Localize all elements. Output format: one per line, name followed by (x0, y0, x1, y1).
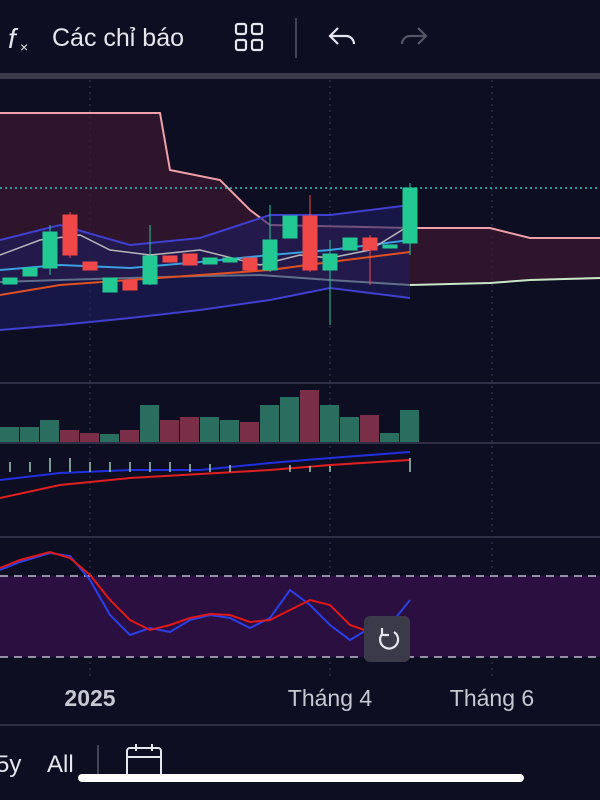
macd-pane (0, 451, 411, 499)
toolbar-divider (0, 73, 600, 79)
undo-icon[interactable] (328, 27, 356, 45)
volume-bars (0, 390, 419, 442)
range-button[interactable]: 5y (0, 751, 21, 778)
x-axis-label: Tháng 4 (288, 685, 373, 711)
toolbar: f × Các chỉ báo (8, 18, 428, 58)
reset-button[interactable] (364, 616, 410, 662)
redo-icon[interactable] (400, 27, 428, 45)
fx-icon-x: × (20, 39, 28, 55)
band-upper (0, 204, 411, 247)
fx-icon[interactable]: f (8, 23, 19, 54)
candles (2, 183, 418, 325)
x-axis-label: Tháng 6 (450, 685, 534, 711)
stochastic-pane (0, 550, 600, 658)
pane-separators (0, 382, 600, 726)
range-button[interactable]: All (47, 751, 74, 778)
layout-icon[interactable] (234, 22, 264, 52)
x-axis-label: 2025 (64, 685, 115, 711)
indicators-button[interactable]: Các chỉ báo (52, 24, 184, 52)
home-indicator (78, 774, 524, 782)
